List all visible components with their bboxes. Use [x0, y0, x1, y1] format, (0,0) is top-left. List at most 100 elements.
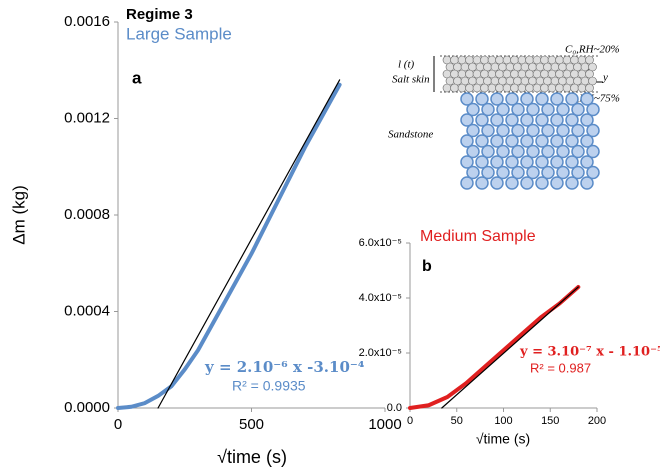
diagram-label: Sandstone [388, 129, 433, 141]
sand-grain [565, 134, 579, 148]
sand-grain [475, 176, 489, 190]
sand-grain [535, 155, 549, 169]
r-squared: R² = 0.987 [530, 360, 591, 375]
sand-grain [475, 92, 489, 106]
sand-grain [511, 123, 525, 138]
sand-grain [535, 92, 549, 106]
salt-grain [577, 83, 587, 93]
sand-grain [490, 113, 504, 127]
salt-grain [510, 83, 519, 93]
sand-grain [466, 165, 480, 180]
salt-grain [562, 83, 572, 93]
sand-grain [580, 134, 594, 148]
x-axis-title: √time (s) [217, 447, 287, 467]
sand-grain [520, 176, 534, 190]
sand-grain [475, 113, 489, 127]
panel-label: a [132, 68, 142, 87]
sand-grain [535, 134, 549, 148]
diagram-label: l (t) [398, 59, 415, 71]
sand-grain [586, 102, 600, 117]
y-tick-label: 0.0012 [64, 109, 110, 126]
sand-grain [541, 102, 555, 117]
y-tick-label: 0.0 [387, 402, 402, 414]
diagram-label: C₀,RH~20% [565, 44, 620, 56]
sand-grain [481, 102, 495, 117]
sand-grain [496, 102, 510, 117]
sand-grain [460, 155, 474, 169]
x-tick-label: 1000 [368, 416, 401, 433]
sand-grain [565, 176, 579, 190]
sand-grain [556, 102, 570, 117]
salt-grain [457, 83, 467, 93]
sand-grain [505, 92, 519, 106]
y-tick-label: 0.0000 [64, 399, 110, 416]
x-tick-label: 0 [114, 416, 122, 433]
salt-grain [555, 83, 564, 93]
salt-grain [585, 83, 594, 93]
sand-grain [550, 176, 564, 190]
fit-equation: y = 3.10⁻⁷ x - 1.10⁻⁵ [519, 345, 660, 360]
salt-grain [525, 83, 534, 93]
y-tick-label: 0.0016 [64, 13, 110, 30]
diagram-label: Salt skin [392, 74, 430, 86]
y-axis-title: Δm (kg) [9, 185, 28, 245]
sand-grain [586, 144, 600, 159]
data-line [116, 82, 342, 410]
sand-grain [511, 102, 525, 117]
panel-label: b [422, 258, 432, 275]
sand-grain [466, 102, 480, 117]
sand-grain [580, 92, 594, 106]
sand-grain [541, 144, 555, 159]
salt-grain [495, 83, 504, 93]
salt-grain [472, 83, 482, 93]
sand-grain [535, 113, 549, 127]
fit-equation: y = 2.10⁻⁶ x -3.10⁻⁴ [204, 358, 365, 376]
sand-grain [490, 134, 504, 148]
salt-grain [547, 83, 557, 93]
salt-grain [532, 83, 542, 93]
sand-grain [580, 176, 594, 190]
salt-grain [450, 83, 459, 93]
y-tick-label: 0.0004 [64, 302, 110, 319]
sand-grain [475, 134, 489, 148]
sand-grain [466, 123, 480, 138]
sand-grain [490, 155, 504, 169]
sand-grain [481, 123, 495, 138]
sand-grain [505, 155, 519, 169]
sand-grain [511, 144, 525, 159]
sand-grain [496, 123, 510, 138]
sand-grain [520, 134, 534, 148]
sand-grain [556, 144, 570, 159]
sand-grain [466, 144, 480, 159]
x-tick-label: 150 [541, 415, 559, 427]
x-tick-label: 200 [588, 415, 606, 427]
sand-grain [505, 113, 519, 127]
sand-grain [580, 113, 594, 127]
sand-grain [571, 123, 585, 138]
sand-grain [526, 123, 540, 138]
y-tick-label: 0.0008 [64, 206, 110, 223]
sand-grain [580, 155, 594, 169]
sand-grain [520, 155, 534, 169]
sand-grain [496, 165, 510, 180]
salt-grain [480, 83, 489, 93]
sand-grain [541, 165, 555, 180]
sand-grain [586, 123, 600, 138]
sand-grain [475, 155, 489, 169]
diagram: l (t) Salt skin C₀,RH~20% Cₛ,RH~75% x y … [388, 44, 620, 190]
sand-grain [550, 134, 564, 148]
sand-grain [541, 123, 555, 138]
x-tick-label: 50 [451, 415, 463, 427]
x-axis-title: √time (s) [476, 431, 530, 447]
sand-grain [505, 176, 519, 190]
fit-line [441, 286, 579, 409]
sand-grain [460, 113, 474, 127]
sand-grain [535, 176, 549, 190]
r-squared: R² = 0.9935 [232, 378, 306, 394]
sand-grain [571, 165, 585, 180]
salt-grain [517, 83, 527, 93]
salt-grain [442, 83, 452, 93]
salt-grain [570, 83, 579, 93]
sand-grain [481, 165, 495, 180]
